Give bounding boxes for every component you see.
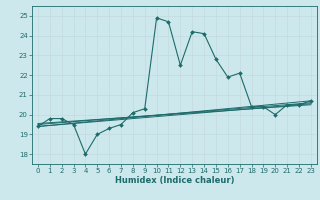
X-axis label: Humidex (Indice chaleur): Humidex (Indice chaleur) [115, 176, 234, 185]
